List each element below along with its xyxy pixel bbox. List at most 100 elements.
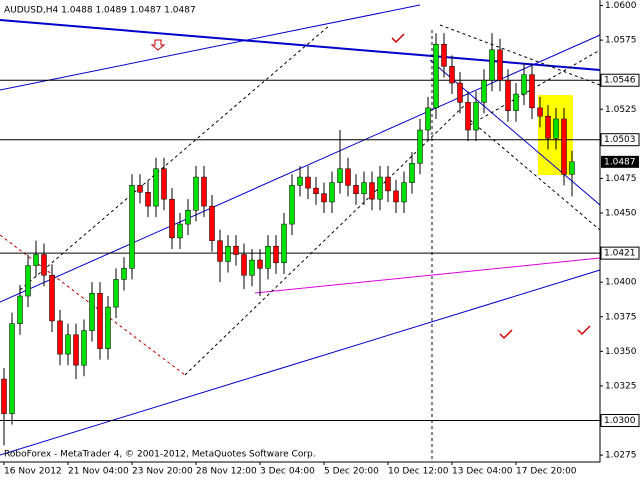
y-tick-label: 1.0375 <box>605 312 637 322</box>
x-tick-label: 16 Nov 2012 <box>4 467 62 477</box>
candle-body <box>121 268 127 280</box>
level-label: 1.0300 <box>604 416 636 426</box>
last-price-label: 1.0487 <box>604 157 636 167</box>
candle-body <box>177 223 183 239</box>
candle-body <box>153 168 159 207</box>
candle-body <box>81 330 87 366</box>
level-box <box>600 246 640 260</box>
y-tick-label: 1.0400 <box>605 278 637 288</box>
y-tick-label: 1.0525 <box>605 105 637 115</box>
x-tick-label: 21 Nov 04:00 <box>68 467 129 477</box>
candle-body <box>409 162 415 183</box>
candle-body <box>449 66 455 84</box>
candle-body <box>185 210 191 225</box>
candle-body <box>161 168 167 200</box>
last-price-box <box>601 155 639 168</box>
y-tick-label: 1.0450 <box>605 209 637 219</box>
dashed-line <box>19 24 331 291</box>
x-tick-label: 23 Nov 20:00 <box>132 467 193 477</box>
candle-body <box>41 254 47 276</box>
candle-body <box>425 107 431 131</box>
candle-body <box>377 176 383 200</box>
x-tick-label: 17 Dec 20:00 <box>516 467 577 477</box>
candle-body <box>513 93 519 111</box>
candle-body <box>457 82 463 103</box>
candle-body <box>361 182 367 194</box>
candle-body <box>65 334 71 355</box>
dashed-line <box>439 24 601 86</box>
candle-body <box>113 279 119 308</box>
candle-body <box>321 193 327 203</box>
candle-body <box>465 102 471 131</box>
candle-body <box>49 275 55 322</box>
candle-body <box>33 254 39 266</box>
check-mark <box>391 33 591 340</box>
candle-body <box>89 292 95 331</box>
candle-body <box>305 176 311 189</box>
candle-body <box>417 129 423 164</box>
dashed-line <box>469 49 601 126</box>
level-label: 1.0546 <box>604 76 636 86</box>
candle-body <box>537 107 543 117</box>
candle-body <box>241 254 247 276</box>
candle-body <box>73 334 79 366</box>
candle-body <box>249 259 255 276</box>
level-label: 1.0421 <box>604 249 636 259</box>
candle-body <box>145 192 151 207</box>
level-box <box>600 73 640 87</box>
candle-body <box>201 176 207 207</box>
candle-body <box>441 44 447 67</box>
candle-body <box>25 265 31 297</box>
candle-body <box>209 205 215 241</box>
candle-body <box>1 378 7 414</box>
y-tick-label: 1.0475 <box>605 174 637 184</box>
candle-body <box>281 223 287 264</box>
footer: RoboForex - MetaTrader 4, © 2001-2012, M… <box>4 450 316 460</box>
candle-body <box>193 176 199 211</box>
candle-body <box>17 295 23 324</box>
x-tick-label: 28 Nov 12:00 <box>196 467 257 477</box>
x-tick-label: 3 Dec 04:00 <box>260 467 315 477</box>
candle-body <box>129 185 135 269</box>
candle-body <box>545 115 551 139</box>
candle-body <box>313 187 319 194</box>
trend-line <box>254 257 601 294</box>
candle-body <box>481 79 487 103</box>
trend-line <box>0 269 601 456</box>
candle-body <box>137 185 143 193</box>
candle-body <box>521 74 527 95</box>
x-tick-label: 13 Dec 04:00 <box>452 467 513 477</box>
y-tick-label: 1.0350 <box>605 347 637 357</box>
candle-body <box>473 102 479 131</box>
x-tick-label: 10 Dec 12:00 <box>388 467 449 477</box>
y-tick-label: 1.0600 <box>605 1 637 11</box>
level-box <box>600 133 640 147</box>
level-label: 1.0503 <box>604 135 636 145</box>
y-tick-label: 1.0275 <box>605 451 637 461</box>
dashed-line <box>469 119 601 231</box>
candle-body <box>529 74 535 109</box>
candle-body <box>553 118 559 139</box>
level-box <box>600 414 640 428</box>
candle-body <box>297 176 303 186</box>
candle-body <box>569 161 575 175</box>
candle-body <box>105 306 111 349</box>
candle-body <box>505 79 511 111</box>
candle-body <box>217 240 223 262</box>
trend-line <box>0 4 421 91</box>
candles <box>1 33 575 446</box>
candle-body <box>9 323 15 414</box>
candle-body <box>489 49 495 81</box>
candle-body <box>345 168 351 186</box>
candle-body <box>401 182 407 203</box>
candle-body <box>393 190 399 203</box>
candle-body <box>225 245 231 262</box>
candle-body <box>57 320 63 355</box>
candle-body <box>233 245 239 255</box>
candle-body <box>169 198 175 239</box>
candle-body <box>433 44 439 109</box>
candle-body <box>385 176 391 192</box>
y-tick-label: 1.0575 <box>605 36 637 46</box>
